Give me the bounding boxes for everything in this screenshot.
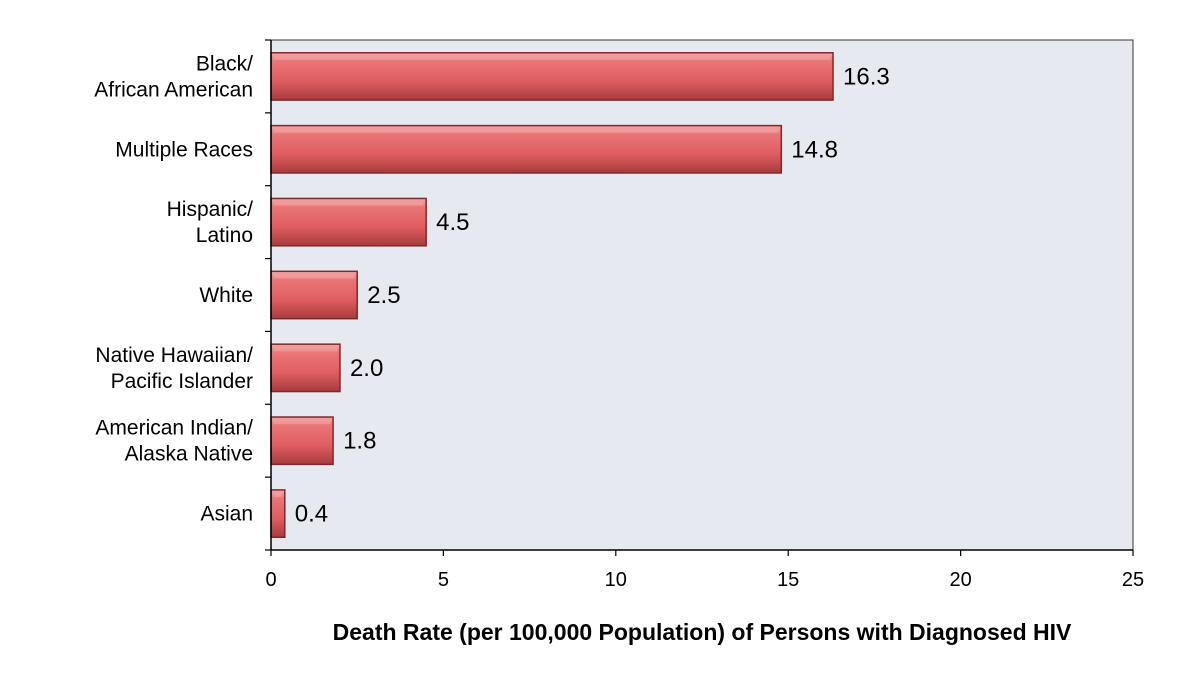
category-label: American Indian/Alaska Native xyxy=(95,417,253,466)
value-label: 4.5 xyxy=(436,209,469,236)
bar xyxy=(270,489,286,538)
x-axis-title: Death Rate (per 100,000 Population) of P… xyxy=(333,619,1072,645)
bar-highlight xyxy=(274,420,331,425)
bar-highlight xyxy=(274,201,424,206)
category-label: White xyxy=(199,284,253,307)
bar-highlight xyxy=(274,274,355,279)
bar-highlight xyxy=(274,55,831,60)
bar-highlight xyxy=(274,492,282,497)
category-label: Native Hawaiian/Pacific Islander xyxy=(95,344,253,393)
bar xyxy=(270,52,834,101)
x-tick-label: 20 xyxy=(949,569,971,591)
x-tick-label: 15 xyxy=(777,569,799,591)
x-tick-label: 5 xyxy=(438,569,449,591)
bar-highlight xyxy=(274,128,779,133)
category-label: Multiple Races xyxy=(115,138,253,161)
value-label: 2.5 xyxy=(367,282,400,309)
category-label: Asian xyxy=(200,503,253,526)
value-label: 2.0 xyxy=(350,355,383,382)
value-label: 0.4 xyxy=(295,501,328,528)
value-label: 1.8 xyxy=(343,428,376,455)
value-label: 16.3 xyxy=(843,63,890,90)
x-tick-label: 0 xyxy=(265,569,276,591)
bar xyxy=(270,124,783,174)
x-tick-label: 10 xyxy=(605,569,627,591)
category-label: Hispanic/Latino xyxy=(167,198,254,247)
bar-highlight xyxy=(274,347,337,352)
bar xyxy=(270,343,341,393)
category-label: Black/African American xyxy=(94,52,253,101)
value-label: 14.8 xyxy=(791,136,838,163)
bar xyxy=(270,197,427,247)
bar xyxy=(270,416,334,466)
bar xyxy=(270,270,358,320)
x-tick-label: 25 xyxy=(1122,569,1144,591)
